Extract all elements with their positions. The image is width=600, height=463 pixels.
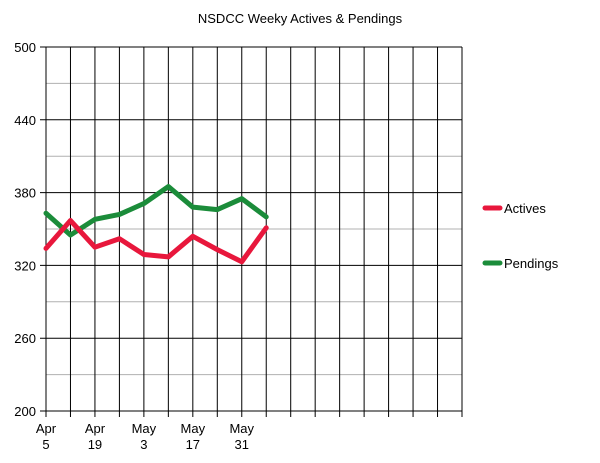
x-tick-label: Apr bbox=[85, 421, 106, 436]
y-tick-label: 320 bbox=[14, 258, 36, 273]
chart-title: NSDCC Weeky Actives & Pendings bbox=[198, 11, 403, 26]
y-axis-ticks: 200 260 320 380 440 500 bbox=[14, 40, 36, 419]
y-tick-label: 380 bbox=[14, 186, 36, 201]
y-tick-label: 440 bbox=[14, 113, 36, 128]
y-tick-label: 500 bbox=[14, 40, 36, 55]
legend-label-actives: Actives bbox=[504, 201, 546, 216]
x-tick-label: May bbox=[181, 421, 206, 436]
y-tick-label: 260 bbox=[14, 331, 36, 346]
series-line-actives bbox=[43, 218, 269, 265]
series-lines bbox=[43, 184, 269, 265]
x-tick-label: Apr bbox=[36, 421, 57, 436]
x-tick-label: May bbox=[229, 421, 254, 436]
x-tick-label: 31 bbox=[235, 437, 249, 452]
x-tick-label: 17 bbox=[186, 437, 200, 452]
x-tick-label: 19 bbox=[88, 437, 102, 452]
x-tick-label: 3 bbox=[140, 437, 147, 452]
series-line-pendings bbox=[43, 184, 269, 238]
legend: Actives Pendings bbox=[482, 201, 559, 271]
legend-label-pendings: Pendings bbox=[504, 256, 559, 271]
x-tick-label: May bbox=[132, 421, 157, 436]
grid bbox=[40, 46, 463, 417]
y-tick-label: 200 bbox=[14, 404, 36, 419]
x-tick-label: 5 bbox=[42, 437, 49, 452]
